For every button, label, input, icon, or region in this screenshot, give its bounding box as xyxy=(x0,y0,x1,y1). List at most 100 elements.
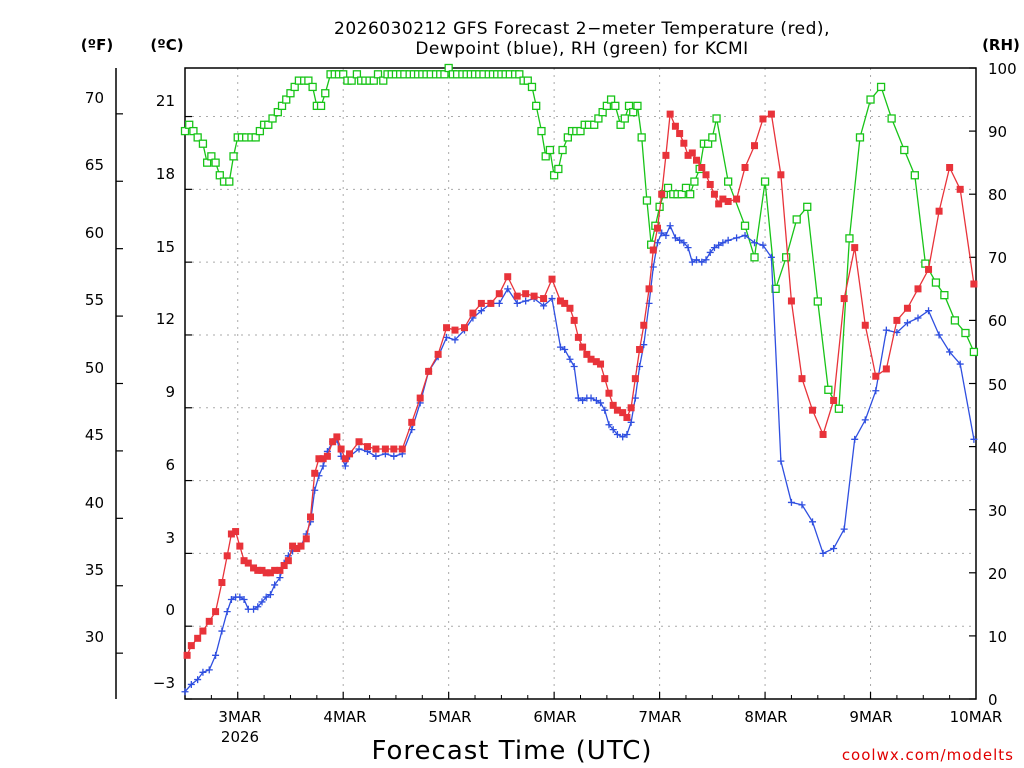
temperature-point xyxy=(293,545,301,553)
temperature-point xyxy=(579,343,587,351)
temperature-point xyxy=(882,365,890,373)
fahrenheit-unit-label: (ºF) xyxy=(81,36,113,54)
dewpoint-point xyxy=(819,549,827,557)
dewpoint-point xyxy=(914,314,922,322)
dewpoint-point xyxy=(254,603,262,611)
rh-tick-label: 70 xyxy=(988,249,1007,267)
temperature-point xyxy=(540,295,548,303)
rh-point xyxy=(681,183,691,193)
rh-point xyxy=(740,221,750,230)
temperature-point xyxy=(719,195,727,203)
temperature-point xyxy=(227,530,235,538)
temperature-point xyxy=(649,246,657,254)
x-tick-label: 6MAR xyxy=(533,708,576,726)
temperature-point xyxy=(425,367,433,375)
dewpoint-point xyxy=(561,346,569,354)
temperature-point xyxy=(205,617,213,625)
rh-point xyxy=(440,70,449,79)
rh-point xyxy=(541,152,550,161)
dewpoint-point xyxy=(666,222,674,230)
temperature-point xyxy=(733,195,741,203)
rh-point xyxy=(961,328,970,338)
temperature-point xyxy=(609,401,617,409)
dewpoint-point xyxy=(587,394,595,402)
dewpoint-point xyxy=(840,525,848,533)
dewpoint-point xyxy=(759,241,767,249)
dewpoint-point xyxy=(592,396,600,404)
temperature-point xyxy=(323,452,331,460)
dewpoint-point xyxy=(266,591,274,599)
temperature-point xyxy=(443,324,451,332)
rh-point xyxy=(268,114,277,123)
rh-point xyxy=(606,95,616,104)
temperature-point xyxy=(236,542,244,550)
temperature-point xyxy=(662,151,670,159)
rh-point xyxy=(771,284,780,294)
temperature-point xyxy=(302,535,310,543)
temperature-point xyxy=(693,156,701,164)
rh-point xyxy=(369,76,378,85)
rh-point xyxy=(549,171,559,180)
dewpoint-point xyxy=(882,326,890,334)
temperature-point xyxy=(187,642,195,650)
x-tick-label: 8MAR xyxy=(744,708,787,726)
rh-point xyxy=(887,114,896,123)
rh-point xyxy=(642,196,652,205)
rh-point xyxy=(590,120,599,129)
temperature-point xyxy=(640,321,648,329)
temperature-point xyxy=(284,557,292,565)
dewpoint-point xyxy=(227,595,235,603)
rh-point xyxy=(782,253,791,262)
temperature-point xyxy=(254,566,262,574)
dewpoint-point xyxy=(935,331,943,339)
temperature-point xyxy=(570,316,578,324)
temperature-point xyxy=(297,542,305,550)
temperature-point xyxy=(893,316,901,324)
temperature-point xyxy=(946,164,954,172)
temperature-point xyxy=(276,566,284,574)
temperature-point xyxy=(566,304,574,312)
rh-tick-label: 30 xyxy=(988,502,1007,520)
dewpoint-point xyxy=(733,234,741,242)
rh-point xyxy=(686,190,695,199)
x-tick-label: 4MAR xyxy=(323,708,366,726)
temperature-point xyxy=(767,110,775,118)
temperature-point xyxy=(258,566,266,574)
dewpoint-series xyxy=(181,222,978,696)
temperature-point xyxy=(724,197,732,205)
temperature-point xyxy=(333,433,341,441)
rh-point xyxy=(379,76,388,85)
temperature-point xyxy=(477,299,485,307)
rh-point xyxy=(712,114,721,123)
celsius-tick-label: 9 xyxy=(165,383,175,401)
temperature-point xyxy=(819,430,827,438)
temperature-point xyxy=(631,375,639,383)
rh-point xyxy=(185,120,194,129)
dewpoint-point xyxy=(609,426,617,434)
temperature-point xyxy=(408,418,416,426)
rh-point xyxy=(633,101,642,111)
rh-point xyxy=(576,126,585,136)
rh-point xyxy=(202,158,212,167)
temperature-point xyxy=(925,265,933,273)
dewpoint-point xyxy=(946,348,954,356)
dewpoint-point xyxy=(477,307,485,315)
dewpoint-point xyxy=(956,360,964,368)
x-tick-label: 5MAR xyxy=(428,708,471,726)
temperature-point xyxy=(469,309,477,317)
dewpoint-point xyxy=(605,421,613,429)
dewpoint-point xyxy=(597,399,605,407)
temperature-point xyxy=(583,350,591,358)
grid-lines xyxy=(185,68,976,700)
dewpoint-point xyxy=(240,595,248,603)
fahrenheit-tick-label: 70 xyxy=(85,89,104,107)
dewpoint-point xyxy=(777,457,785,465)
temperature-point xyxy=(592,358,600,366)
temperature-point xyxy=(759,115,767,123)
celsius-tick-label: 3 xyxy=(165,529,175,547)
temperature-point xyxy=(337,445,345,453)
temperature-point xyxy=(561,299,569,307)
dewpoint-point xyxy=(627,418,635,426)
credit-link[interactable]: coolwx.com/modelts xyxy=(842,746,1014,764)
fahrenheit-tick-label: 60 xyxy=(85,224,104,242)
